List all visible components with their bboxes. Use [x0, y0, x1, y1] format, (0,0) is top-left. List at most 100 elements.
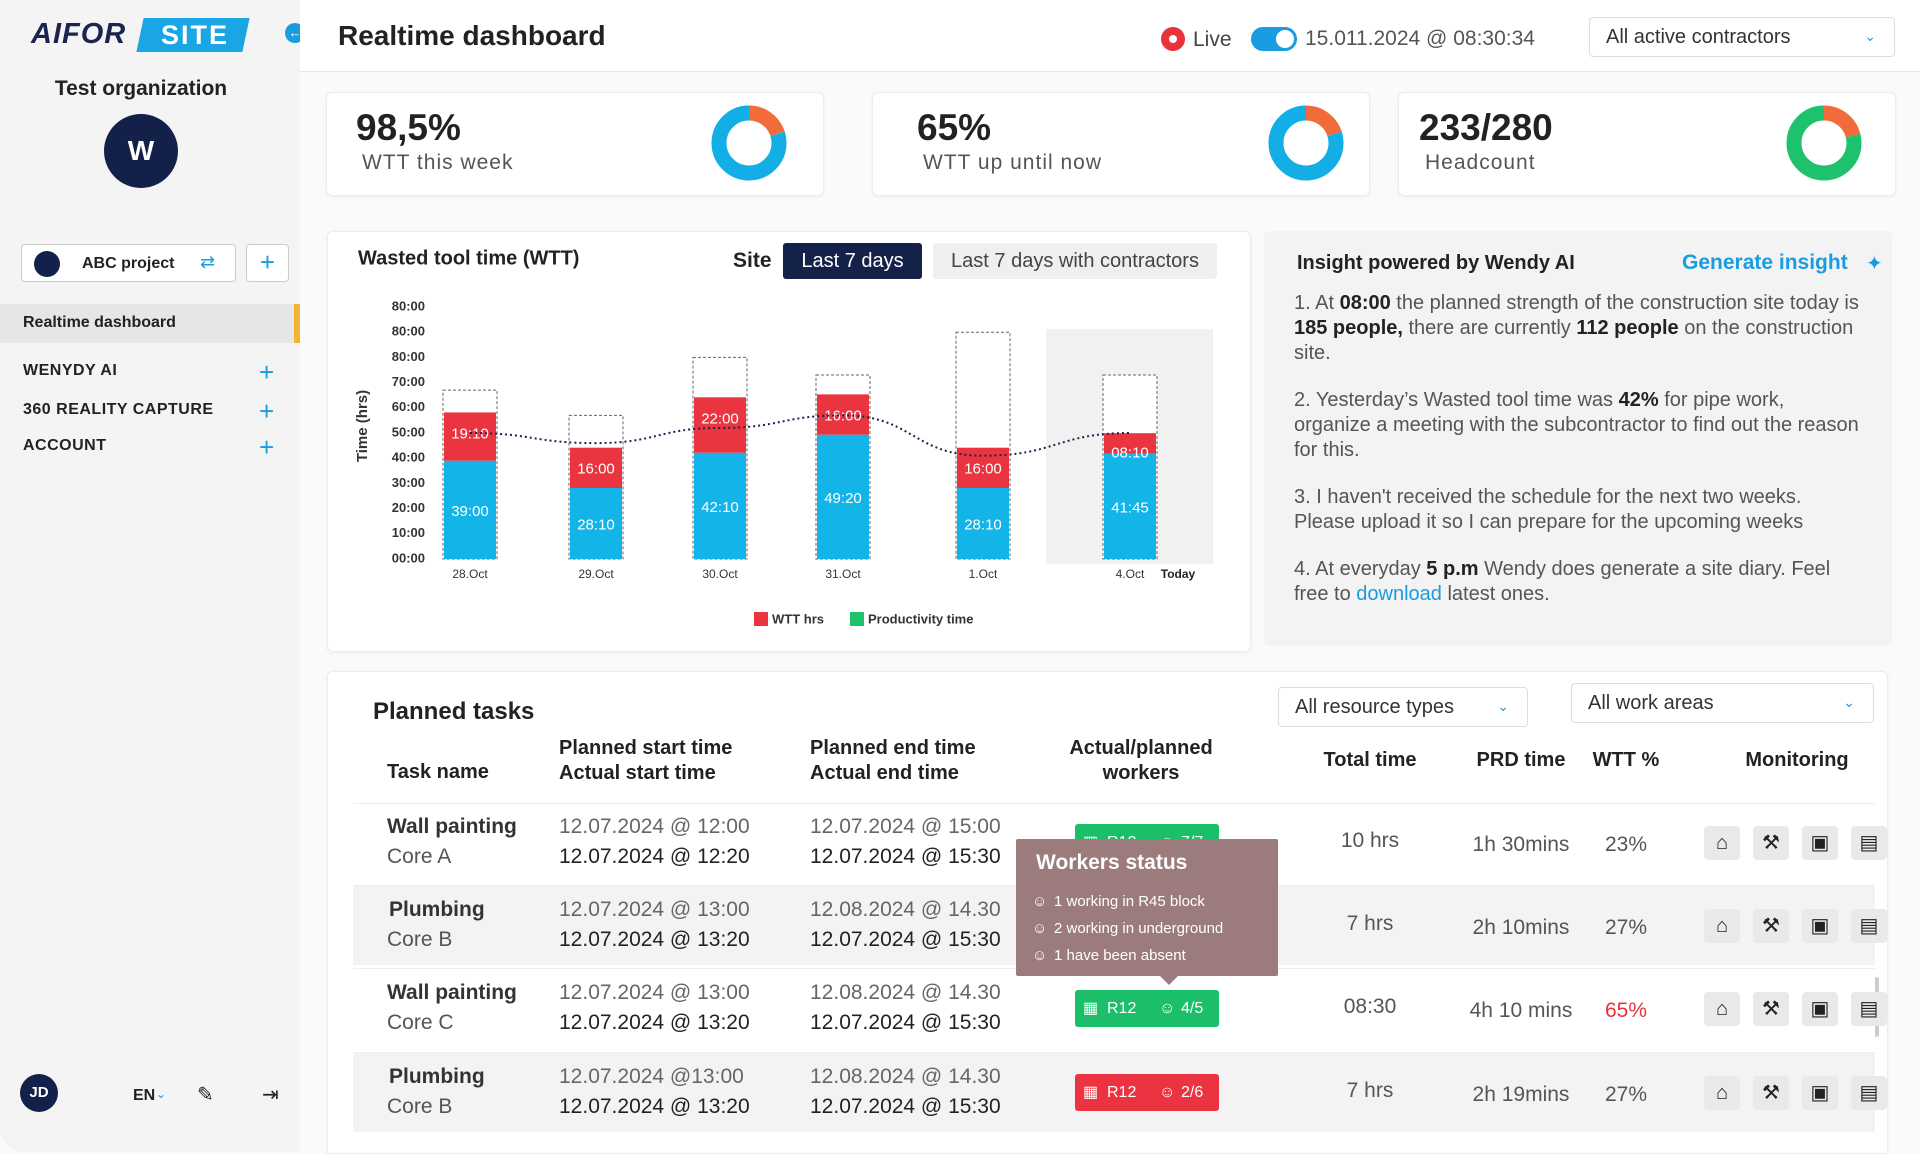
insight-paragraph: 2. Yesterday’s Wasted tool time was 42% … [1294, 388, 1864, 463]
workers-badge[interactable]: ▦ R12 ☺ 2/6 [1075, 1074, 1219, 1111]
insight-text: 185 people, [1294, 317, 1403, 339]
y-tick-label: 20:00 [392, 500, 425, 515]
legend-swatch [850, 612, 864, 626]
workers-badge[interactable]: ▦ R12 ☺ 4/5 [1075, 990, 1219, 1027]
logo-site: SITE [160, 20, 229, 50]
chart-title: Wasted tool time (WTT) [358, 247, 579, 269]
monitoring-button[interactable]: ▤ [1851, 1076, 1887, 1110]
legend-label: WTT hrs [772, 611, 824, 626]
monitoring-button[interactable]: ▤ [1851, 992, 1887, 1026]
project-selector[interactable]: ABC project ⇄ [21, 244, 236, 282]
live-toggle[interactable] [1251, 27, 1297, 51]
prd-time: 4h 10 mins [1469, 999, 1573, 1022]
monitoring-button[interactable]: ⚒ [1753, 909, 1789, 943]
trend-line [469, 414, 1131, 457]
planned-end: 12.08.2024 @ 14.30 [810, 898, 1001, 921]
language-chevron: ⌄ [156, 1087, 167, 1101]
column-header: Task name [387, 761, 489, 783]
worker-count: 2/6 [1181, 1084, 1204, 1101]
bar-segment [694, 452, 746, 559]
user-avatar[interactable]: JD [20, 1074, 58, 1112]
monitoring-button[interactable]: ▣ [1802, 826, 1838, 860]
task-area: Core B [387, 928, 453, 951]
monitoring-button[interactable]: ⌂ [1704, 1076, 1740, 1110]
bar-value-label: 16:00 [577, 461, 615, 478]
bar-value-label: 42:10 [701, 499, 739, 516]
actual-end: 12.07.2024 @ 15:30 [810, 1095, 1001, 1118]
task-name: Plumbing [389, 898, 485, 921]
org-avatar: W [104, 114, 178, 188]
insight-text: 112 people [1576, 317, 1679, 339]
dropdown-value: All active contractors [1606, 26, 1791, 48]
prd-time: 2h 10mins [1472, 916, 1570, 939]
expand-icon[interactable]: + [259, 432, 275, 462]
chevron: ⌄ [1497, 698, 1509, 714]
generate-insight-button[interactable]: Generate insight [1682, 251, 1848, 274]
monitoring-button[interactable]: ⌂ [1704, 826, 1740, 860]
bar-value-label: 28:10 [964, 516, 1002, 533]
area-filter[interactable]: All work areas ⌄ [1571, 683, 1874, 723]
tooltip-line: 2 working in underground [1054, 920, 1224, 937]
nav-item[interactable]: WENYDY AI [23, 362, 118, 379]
actual-end: 12.07.2024 @ 15:30 [810, 1011, 1001, 1034]
monitoring-button[interactable]: ▣ [1802, 992, 1838, 1026]
insight-text: Wendy does generate a site diary. Feel f… [1294, 558, 1831, 605]
resource-filter[interactable]: All resource types ⌄ [1278, 687, 1528, 727]
y-tick-label: 10:00 [392, 525, 425, 540]
task-area: Core A [387, 845, 452, 868]
column-header: Monitoring [1745, 749, 1849, 771]
insight-text: 4. At everyday [1294, 558, 1427, 580]
actual-start: 12.07.2024 @ 13:20 [559, 928, 750, 951]
nav-item[interactable]: Realtime dashboard [23, 314, 176, 331]
actual-start: 12.07.2024 @ 13:20 [559, 1095, 750, 1118]
language-selector[interactable]: EN [133, 1087, 156, 1104]
kpi-value: 233/280 [1419, 107, 1553, 148]
y-axis-label: Time (hrs) [354, 390, 371, 462]
nav-item[interactable]: 360 REALITY CAPTURE [23, 401, 214, 418]
monitoring-button[interactable]: ▤ [1851, 826, 1887, 860]
logout-icon[interactable]: ⇥ [262, 1084, 279, 1106]
y-tick-label: 30:00 [392, 475, 425, 490]
prd-time: 1h 30mins [1472, 833, 1570, 856]
planned-tasks-card: Planned tasks All resource types ⌄ All wo… [327, 671, 1888, 1154]
y-tick-label: 80:00 [392, 324, 425, 339]
workers-tooltip: Workers status ☺ 1 working in R45 block ☺ 2 … [1016, 839, 1278, 976]
download-link[interactable]: download [1356, 583, 1442, 605]
tooltip-arrow [1160, 976, 1178, 985]
legend-label: Productivity time [868, 611, 973, 626]
monitoring-button[interactable]: ⚒ [1753, 826, 1789, 860]
tooltip-line: 1 working in R45 block [1054, 893, 1205, 910]
swap-icon: ⇄ [200, 252, 216, 272]
add-project-button[interactable]: + [246, 244, 289, 282]
expand-icon[interactable]: + [259, 396, 275, 426]
monitoring-button[interactable]: ⌂ [1704, 909, 1740, 943]
range-tab[interactable]: Last 7 days with contractors [933, 243, 1217, 279]
edit-icon[interactable]: ✎ [197, 1084, 214, 1106]
planned-start: 12.07.2024 @ 13:00 [559, 898, 750, 921]
column-header: workers [1102, 762, 1180, 784]
worker-icon: ☺ [1159, 1000, 1176, 1017]
monitoring-button[interactable]: ▤ [1851, 909, 1887, 943]
bar-segment [817, 434, 869, 559]
expand-icon[interactable]: + [259, 357, 275, 387]
monitoring-button[interactable]: ▣ [1802, 1076, 1838, 1110]
insight-paragraph: 3. I haven't received the schedule for t… [1294, 485, 1864, 535]
planned-start: 12.07.2024 @13:00 [559, 1065, 744, 1088]
y-tick-label: 60:00 [392, 399, 425, 414]
monitoring-button[interactable]: ⚒ [1753, 1076, 1789, 1110]
live-indicator [1161, 27, 1185, 51]
bar-segment [694, 397, 746, 453]
y-tick-label: 00:00 [392, 550, 425, 565]
insight-text: 5 p.m [1426, 558, 1479, 580]
x-tick-label: 28.Oct [452, 567, 488, 581]
monitoring-button[interactable]: ▣ [1802, 909, 1838, 943]
y-tick-label: 50:00 [392, 424, 425, 439]
planned-end: 12.08.2024 @ 14.30 [810, 981, 1001, 1004]
monitoring-button[interactable]: ⚒ [1753, 992, 1789, 1026]
monitoring-button[interactable]: ⌂ [1704, 992, 1740, 1026]
contractor-dropdown[interactable]: All active contractors ⌄ [1589, 17, 1895, 57]
actual-start: 12.07.2024 @ 13:20 [559, 1011, 750, 1034]
nav-item[interactable]: ACCOUNT [23, 437, 107, 454]
task-area: Core C [387, 1011, 454, 1034]
range-tab[interactable]: Last 7 days [783, 243, 922, 279]
